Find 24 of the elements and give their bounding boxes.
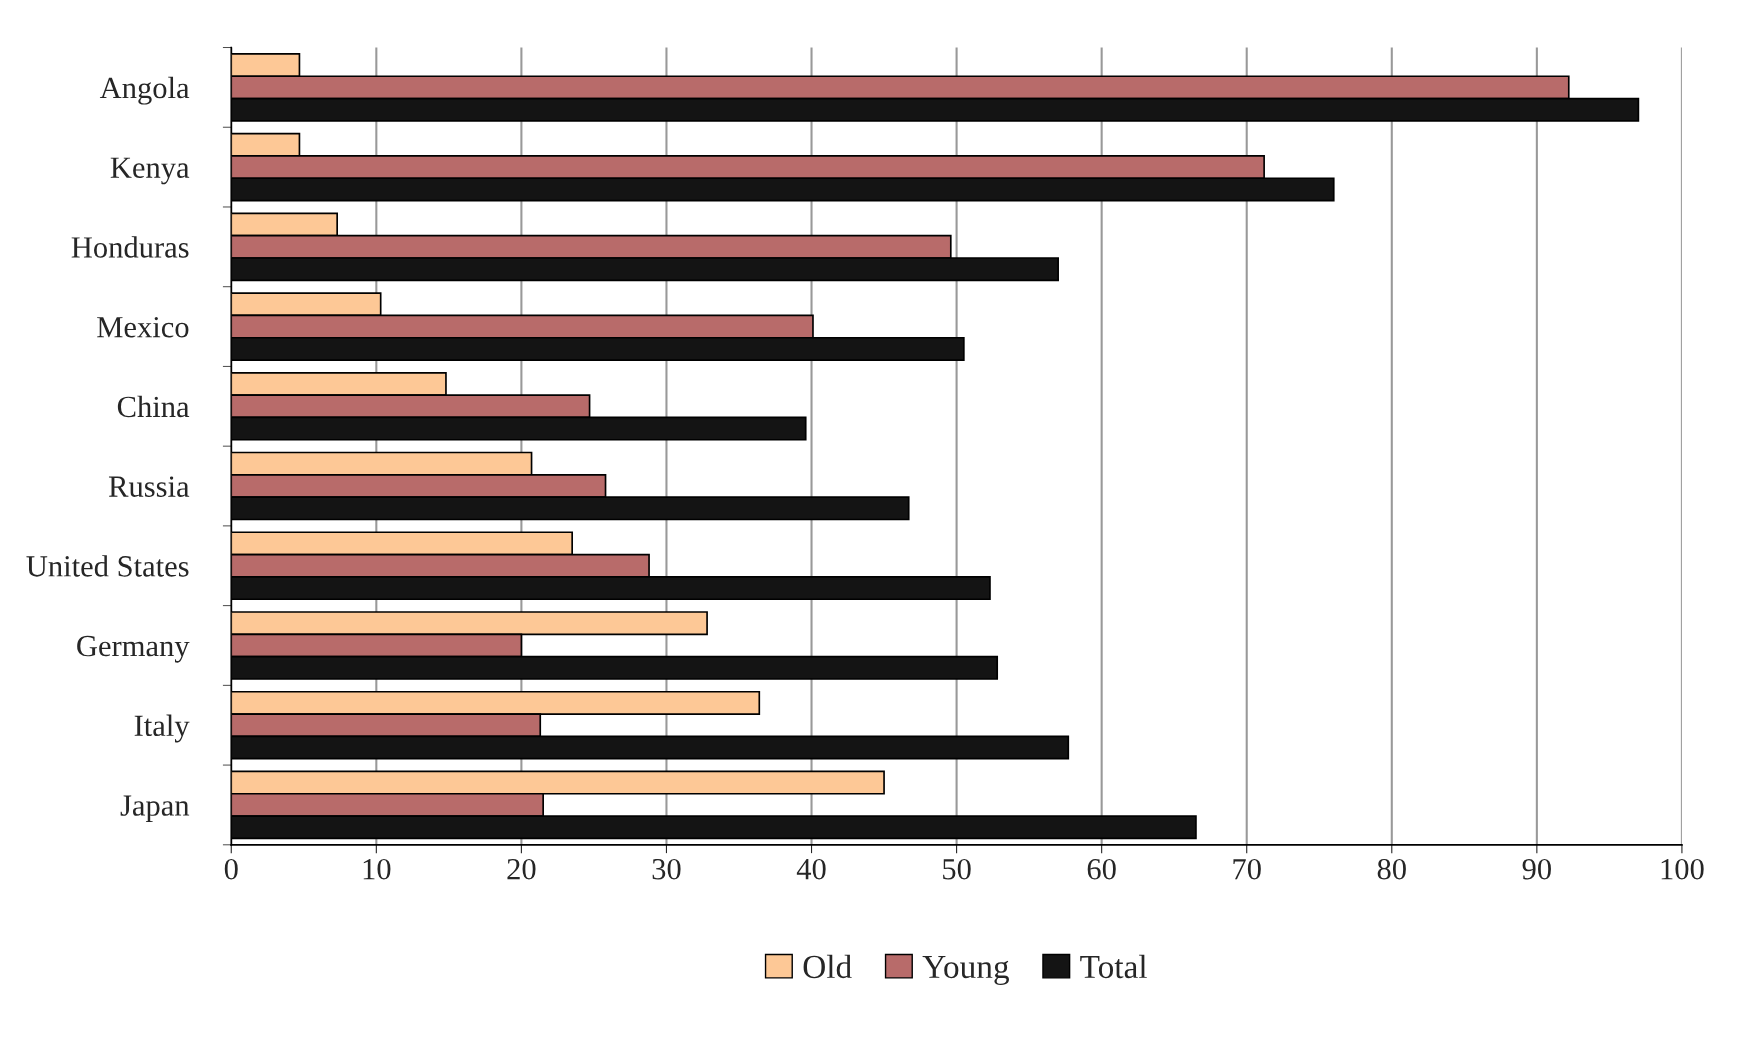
y-tick-label: Germany bbox=[77, 635, 190, 663]
x-tick-label: 60 bbox=[1087, 858, 1116, 880]
y-tick-label: China bbox=[117, 395, 190, 418]
x-tick-label: 50 bbox=[943, 858, 971, 880]
y-tick-label: Russia bbox=[108, 476, 190, 497]
y-tick-label: Mexico bbox=[97, 316, 189, 338]
y-tick-label: Honduras bbox=[71, 236, 189, 258]
x-tick-label: 40 bbox=[796, 858, 826, 880]
legend-label: Total bbox=[1080, 954, 1147, 979]
x-tick-label: 80 bbox=[1377, 858, 1406, 880]
x-tick-label: 30 bbox=[652, 858, 681, 880]
x-tick-label: 100 bbox=[1661, 858, 1704, 880]
x-tick-label: 90 bbox=[1522, 858, 1551, 880]
x-tick-label: 0 bbox=[224, 858, 238, 880]
y-tick-label: United States bbox=[26, 555, 189, 577]
y-tick-label: Angola bbox=[99, 76, 190, 105]
y-tick-label: Italy bbox=[134, 714, 190, 743]
x-tick-label: 20 bbox=[507, 858, 536, 880]
y-tick-label: Japan bbox=[120, 795, 190, 823]
y-tick-label: Kenya bbox=[110, 157, 190, 185]
x-tick-label: 70 bbox=[1233, 858, 1261, 880]
legend-label: Young bbox=[922, 956, 1009, 986]
x-tick-label: 10 bbox=[363, 858, 391, 880]
legend-label: Old bbox=[803, 954, 852, 979]
